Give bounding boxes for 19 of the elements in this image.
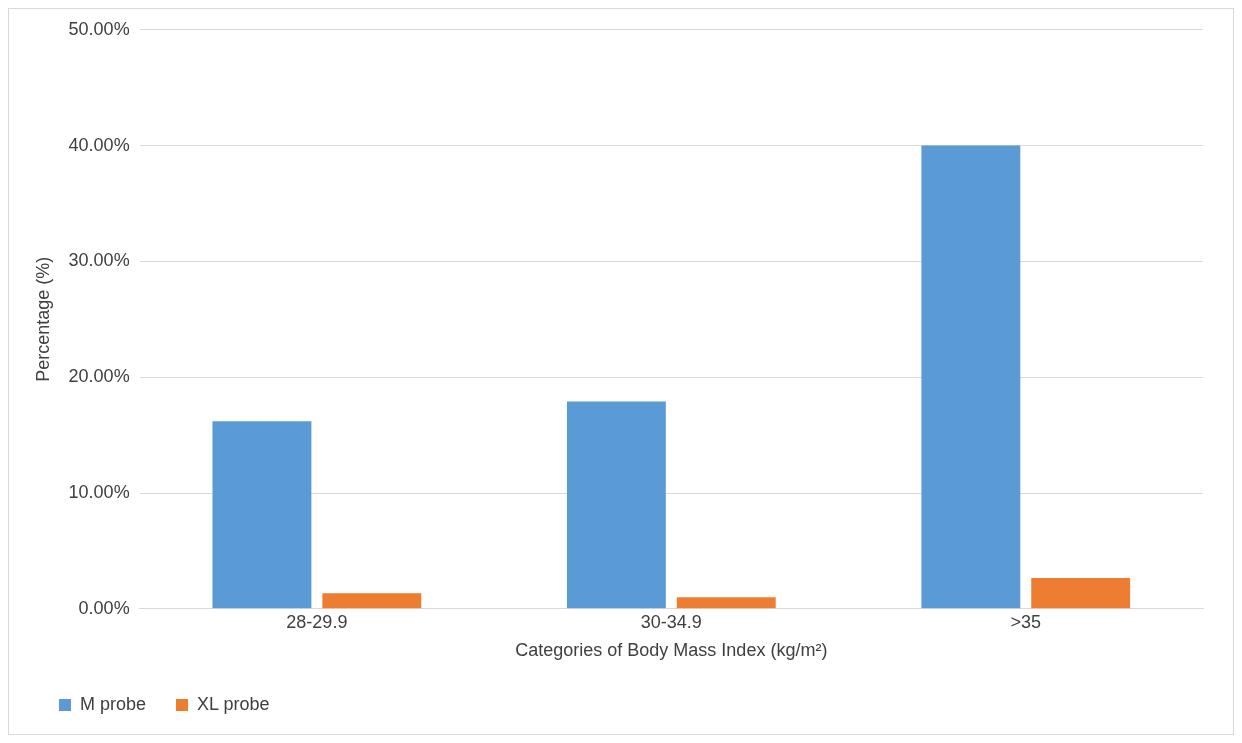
bar	[676, 597, 776, 609]
y-tick-label: 30.00%	[68, 250, 130, 271]
x-tick-label: 28-29.9	[286, 611, 348, 632]
bar	[921, 145, 1021, 609]
y-tick-label: 40.00%	[68, 134, 130, 155]
x-axis-title: Categories of Body Mass Index (kg/m²)	[515, 640, 828, 661]
y-tick-label: 50.00%	[68, 18, 130, 39]
bar	[322, 593, 422, 609]
y-tick-label: 0.00%	[78, 597, 130, 618]
bar	[566, 401, 666, 609]
bar	[212, 421, 312, 609]
legend-label: M probe	[80, 693, 147, 714]
y-tick-label: 10.00%	[68, 481, 130, 502]
legend-label: XL probe	[197, 693, 270, 714]
x-tick-label: 30-34.9	[640, 611, 702, 632]
y-tick-label: 20.00%	[68, 366, 130, 387]
bar	[1031, 578, 1131, 609]
x-tick-label: >35	[1010, 611, 1042, 632]
y-axis-title: Percentage (%)	[32, 256, 53, 382]
